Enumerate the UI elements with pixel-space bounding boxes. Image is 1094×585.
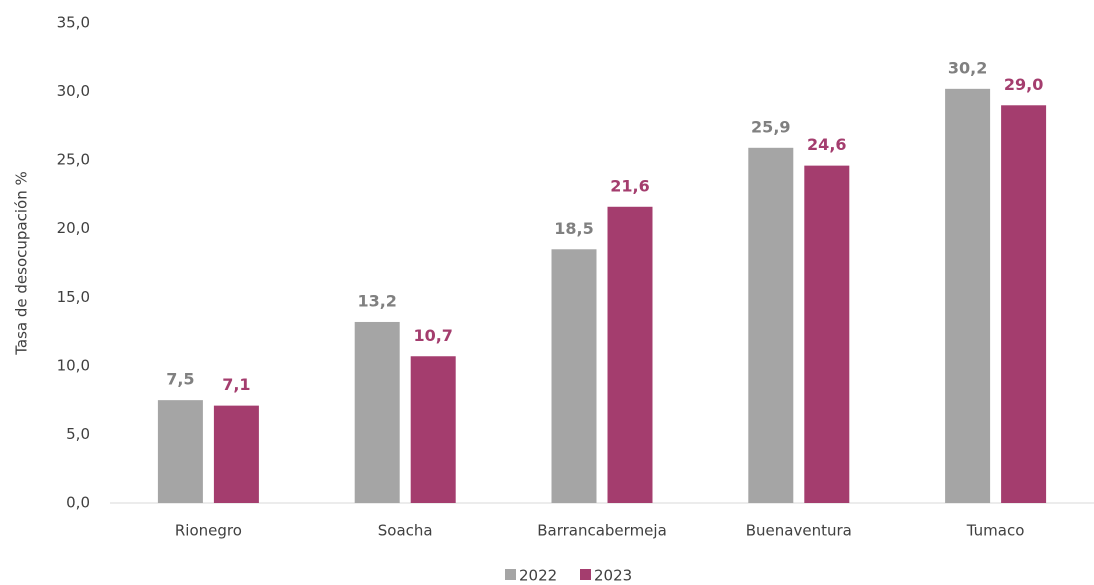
legend-swatch <box>580 569 591 580</box>
bar <box>551 249 597 503</box>
y-tick-label: 10,0 <box>57 356 90 374</box>
x-tick-label: Barrancabermeja <box>537 522 667 540</box>
value-label: 7,1 <box>222 375 250 394</box>
value-label: 7,5 <box>166 370 194 389</box>
y-tick-label: 35,0 <box>57 14 90 32</box>
value-label: 18,5 <box>554 219 593 238</box>
value-label: 29,0 <box>1004 75 1043 94</box>
bar <box>213 405 259 503</box>
bar <box>748 147 794 504</box>
value-label: 25,9 <box>751 117 790 136</box>
value-label: 21,6 <box>610 176 649 195</box>
bar <box>945 88 991 503</box>
y-tick-label: 25,0 <box>57 151 90 169</box>
x-tick-label: Buenaventura <box>746 522 852 540</box>
bar <box>804 165 850 503</box>
bar <box>410 356 456 503</box>
x-tick-label: Rionegro <box>175 522 242 540</box>
legend-label: 2022 <box>519 567 557 585</box>
bar <box>1001 105 1047 504</box>
y-tick-label: 0,0 <box>66 494 90 512</box>
bar <box>607 206 653 503</box>
bar <box>354 321 400 503</box>
value-label: 10,7 <box>413 326 452 345</box>
legend-swatch <box>505 569 516 580</box>
value-label: 13,2 <box>357 291 396 310</box>
x-tick-label: Tumaco <box>966 522 1025 540</box>
y-axis-title: Tasa de desocupación % <box>13 171 31 356</box>
value-label: 30,2 <box>948 58 987 77</box>
bar <box>157 400 203 503</box>
y-tick-label: 20,0 <box>57 219 90 237</box>
y-tick-label: 5,0 <box>66 425 90 443</box>
y-tick-label: 15,0 <box>57 288 90 306</box>
y-tick-label: 30,0 <box>57 82 90 100</box>
value-label: 24,6 <box>807 135 846 154</box>
x-tick-label: Soacha <box>378 522 433 540</box>
legend-label: 2023 <box>594 567 632 585</box>
